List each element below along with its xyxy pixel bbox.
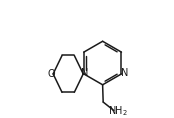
Text: N: N (81, 68, 88, 78)
Text: NH$_2$: NH$_2$ (108, 104, 128, 118)
Text: N: N (121, 68, 128, 78)
Text: O: O (47, 69, 55, 79)
